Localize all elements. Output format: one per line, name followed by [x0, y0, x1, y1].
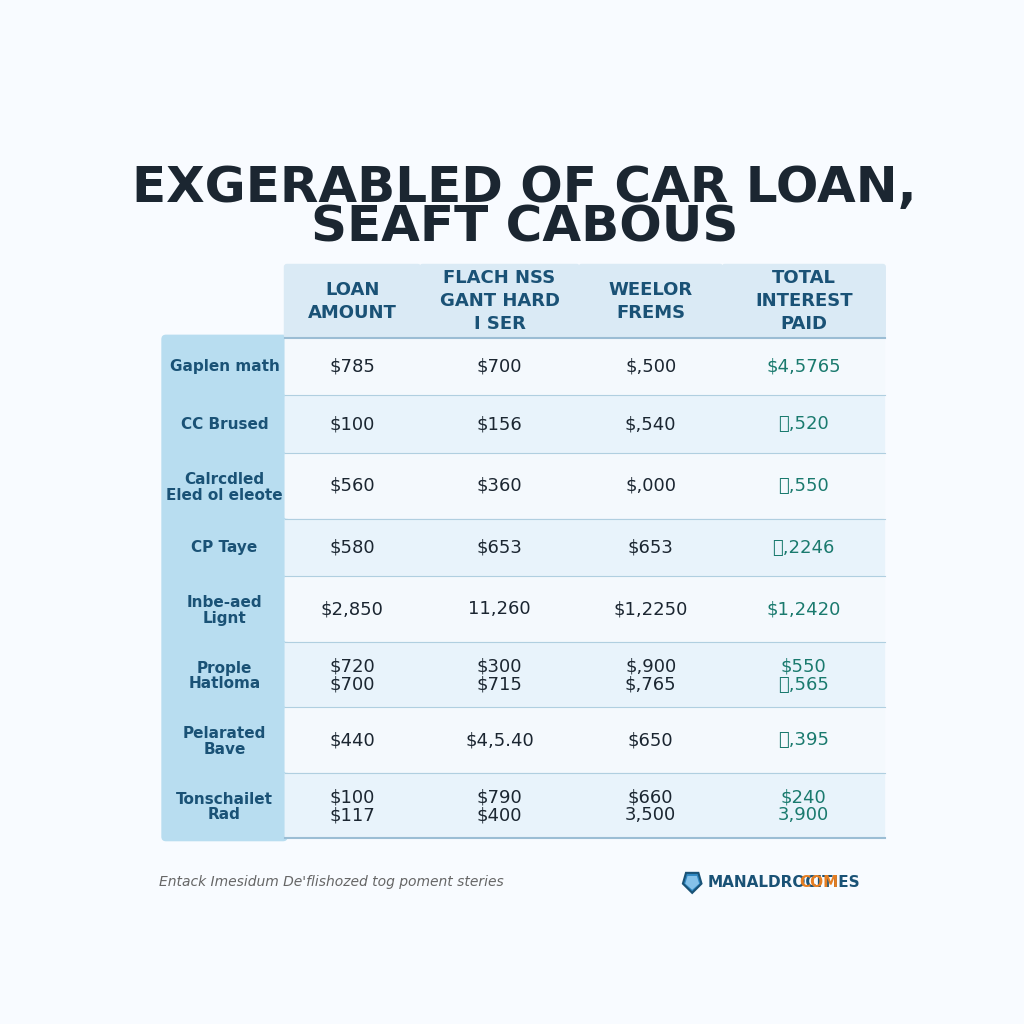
Text: Calrcdled: Calrcdled	[184, 472, 264, 487]
Text: $,765: $,765	[625, 676, 677, 693]
Text: Tonschailet: Tonschailet	[176, 792, 273, 807]
Text: SEAFT CABOUS: SEAFT CABOUS	[311, 204, 738, 252]
Text: $653: $653	[477, 539, 522, 556]
Text: $650: $650	[628, 731, 674, 749]
Text: Entack Imesidum De'flishozed tog poment steries: Entack Imesidum De'flishozed tog poment …	[159, 876, 504, 889]
Text: 小,550: 小,550	[778, 477, 829, 495]
FancyBboxPatch shape	[285, 708, 885, 773]
Text: Bave: Bave	[204, 741, 246, 757]
FancyBboxPatch shape	[579, 264, 723, 339]
FancyBboxPatch shape	[722, 264, 886, 339]
FancyBboxPatch shape	[285, 642, 885, 708]
Text: Eled ol eleote: Eled ol eleote	[166, 487, 283, 503]
FancyBboxPatch shape	[285, 773, 885, 839]
Text: Inbe-aed: Inbe-aed	[186, 596, 262, 610]
Text: Hatloma: Hatloma	[188, 676, 261, 691]
Text: $4,5765: $4,5765	[767, 357, 841, 376]
Text: $715: $715	[477, 676, 522, 693]
FancyBboxPatch shape	[285, 338, 885, 395]
Text: Prople: Prople	[197, 660, 252, 676]
FancyBboxPatch shape	[162, 335, 288, 842]
FancyBboxPatch shape	[285, 519, 885, 577]
Polygon shape	[683, 872, 701, 893]
Text: MANALDROCITIES: MANALDROCITIES	[708, 874, 860, 890]
Text: $700: $700	[330, 676, 375, 693]
Text: $560: $560	[330, 477, 375, 495]
Text: $785: $785	[330, 357, 376, 376]
Text: CP Taye: CP Taye	[191, 540, 258, 555]
Text: WEELOR
FREMS: WEELOR FREMS	[608, 281, 693, 322]
Text: $,000: $,000	[626, 477, 676, 495]
Text: $100: $100	[330, 416, 375, 433]
Text: $100: $100	[330, 788, 375, 807]
Text: 11,260: 11,260	[468, 600, 530, 618]
Text: EXGERABLED OF CAR LOAN,: EXGERABLED OF CAR LOAN,	[132, 164, 918, 212]
Text: $,900: $,900	[625, 657, 677, 676]
Text: Pelarated: Pelarated	[183, 726, 266, 741]
Text: LOAN
AMOUNT: LOAN AMOUNT	[308, 281, 397, 322]
Text: Rad: Rad	[208, 807, 241, 822]
Text: 3,500: 3,500	[625, 807, 677, 824]
Text: $660: $660	[628, 788, 674, 807]
Text: $240: $240	[781, 788, 826, 807]
Text: $720: $720	[330, 657, 375, 676]
Text: $,540: $,540	[625, 416, 677, 433]
Text: 小,520: 小,520	[778, 416, 829, 433]
Text: TOTAL
INTEREST
PAID: TOTAL INTEREST PAID	[755, 269, 853, 333]
Text: 小,395: 小,395	[778, 731, 829, 749]
Text: CC Brused: CC Brused	[180, 417, 268, 432]
Text: $700: $700	[477, 357, 522, 376]
Polygon shape	[685, 876, 699, 890]
Text: $580: $580	[330, 539, 375, 556]
Text: $156: $156	[477, 416, 522, 433]
Text: FLACH NSS
GANT HARD
I SER: FLACH NSS GANT HARD I SER	[439, 269, 559, 333]
Text: $117: $117	[330, 807, 375, 824]
Text: $2,850: $2,850	[321, 600, 384, 618]
FancyBboxPatch shape	[285, 577, 885, 642]
FancyBboxPatch shape	[285, 454, 885, 519]
FancyBboxPatch shape	[285, 395, 885, 454]
Text: $300: $300	[477, 657, 522, 676]
Text: $4,5.40: $4,5.40	[465, 731, 534, 749]
Text: $440: $440	[330, 731, 375, 749]
Text: $1,2250: $1,2250	[613, 600, 688, 618]
Text: $1,2420: $1,2420	[767, 600, 841, 618]
FancyBboxPatch shape	[284, 264, 421, 339]
Text: 小,565: 小,565	[778, 676, 829, 693]
Text: 3,900: 3,900	[778, 807, 829, 824]
Text: $,500: $,500	[625, 357, 677, 376]
FancyBboxPatch shape	[420, 264, 580, 339]
Text: Lignt: Lignt	[203, 611, 247, 626]
Text: Gaplen math: Gaplen math	[170, 359, 280, 374]
Text: $360: $360	[477, 477, 522, 495]
Text: $790: $790	[477, 788, 522, 807]
Text: $400: $400	[477, 807, 522, 824]
Text: COM: COM	[799, 874, 839, 890]
Text: $653: $653	[628, 539, 674, 556]
Text: 小,2246: 小,2246	[773, 539, 835, 556]
Text: $550: $550	[781, 657, 826, 676]
